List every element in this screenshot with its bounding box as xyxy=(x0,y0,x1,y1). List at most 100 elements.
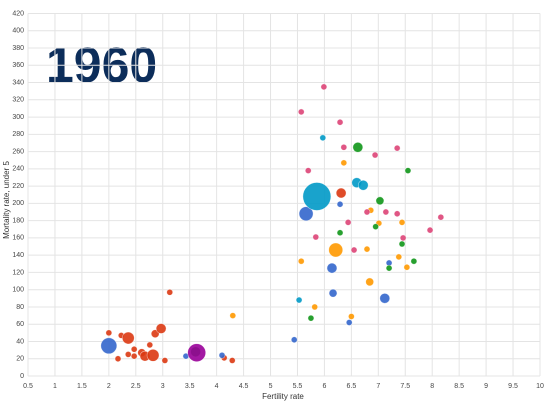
bubble xyxy=(121,331,135,345)
y-tick-label: 280 xyxy=(12,131,24,138)
bubble xyxy=(399,234,407,242)
bubble xyxy=(328,242,344,258)
x-tick-label: 0.5 xyxy=(23,383,33,390)
bubble xyxy=(114,355,122,363)
x-tick-label: 8 xyxy=(430,383,434,390)
bubble xyxy=(372,223,379,230)
y-tick-label: 400 xyxy=(12,28,24,35)
bubble xyxy=(363,245,371,253)
bubble xyxy=(410,257,418,265)
x-tick-label: 2 xyxy=(107,383,111,390)
bubble xyxy=(155,323,167,334)
x-tick-label: 7.5 xyxy=(400,383,410,390)
bubble xyxy=(393,144,401,152)
y-tick-label: 300 xyxy=(12,114,24,121)
bubble xyxy=(371,151,379,159)
bubble xyxy=(398,240,406,248)
bubble xyxy=(328,288,338,298)
y-tick-label: 340 xyxy=(12,79,24,86)
bubble xyxy=(365,277,374,287)
y-tick-label: 60 xyxy=(16,321,24,328)
y-tick-label: 420 xyxy=(12,10,24,17)
x-tick-label: 10 xyxy=(536,383,544,390)
bubble xyxy=(345,319,353,326)
bubble xyxy=(187,343,206,362)
bubble xyxy=(336,229,344,237)
bubble xyxy=(146,348,160,362)
bubble xyxy=(357,179,369,191)
bubble xyxy=(437,213,445,221)
bubble xyxy=(382,208,390,216)
y-tick-label: 320 xyxy=(12,97,24,104)
x-tick-label: 7 xyxy=(376,383,380,390)
bubble xyxy=(218,351,226,359)
bubble xyxy=(350,246,358,254)
bubble xyxy=(297,108,305,116)
bubble xyxy=(340,159,348,167)
bubble xyxy=(311,303,319,311)
y-tick-label: 380 xyxy=(12,45,24,52)
y-tick-label: 80 xyxy=(16,304,24,311)
bubble xyxy=(393,210,401,218)
bubble xyxy=(304,167,312,174)
x-tick-label: 2.5 xyxy=(131,383,141,390)
bubble xyxy=(403,263,411,271)
bubble xyxy=(336,118,344,126)
y-tick-label: 360 xyxy=(12,62,24,69)
bubble xyxy=(307,314,315,322)
x-tick-label: 9 xyxy=(484,383,488,390)
bubble xyxy=(295,296,303,304)
bubble xyxy=(298,206,314,222)
y-tick-label: 240 xyxy=(12,166,24,173)
bubble xyxy=(146,341,154,349)
bubble xyxy=(297,257,305,265)
bubble xyxy=(363,208,371,216)
bubble xyxy=(385,264,393,272)
bubble xyxy=(130,345,138,353)
x-tick-label: 6.5 xyxy=(347,383,357,390)
x-tick-label: 9.5 xyxy=(508,383,518,390)
y-tick-label: 200 xyxy=(12,200,24,207)
bubble xyxy=(130,352,138,360)
x-tick-label: 5.5 xyxy=(293,383,303,390)
bubble xyxy=(335,187,347,199)
x-tick-label: 1 xyxy=(53,383,57,390)
bubble xyxy=(395,253,403,261)
bubble xyxy=(398,219,406,226)
bubble xyxy=(348,313,355,320)
bubble xyxy=(229,312,237,319)
x-tick-label: 1.5 xyxy=(77,383,87,390)
y-tick-label: 120 xyxy=(12,269,24,276)
x-axis-label: Fertility rate xyxy=(262,392,304,401)
bubble xyxy=(290,336,298,344)
bubble xyxy=(404,167,412,174)
bubble xyxy=(319,134,327,142)
bubble xyxy=(166,288,174,296)
bubble xyxy=(105,329,113,337)
y-tick-label: 260 xyxy=(12,148,24,155)
bubble xyxy=(352,141,364,153)
bubble xyxy=(340,143,348,151)
y-tick-label: 40 xyxy=(16,338,24,345)
bubble xyxy=(326,262,338,274)
bubble xyxy=(375,196,385,206)
y-axis-label: Mortality rate, under 5 xyxy=(2,161,11,239)
bubble xyxy=(379,293,391,304)
x-tick-label: 5 xyxy=(269,383,273,390)
y-tick-label: 220 xyxy=(12,183,24,190)
bubble xyxy=(161,357,169,364)
y-tick-label: 140 xyxy=(12,252,24,259)
x-tick-label: 6 xyxy=(322,383,326,390)
bubble xyxy=(336,200,344,208)
bubble xyxy=(124,351,132,358)
y-tick-label: 100 xyxy=(12,287,24,294)
y-tick-label: 160 xyxy=(12,235,24,242)
bubble xyxy=(100,337,118,355)
x-tick-label: 3.5 xyxy=(185,383,195,390)
x-tick-label: 3 xyxy=(161,383,165,390)
bubble xyxy=(344,219,352,226)
bubble xyxy=(312,233,320,241)
x-tick-label: 4.5 xyxy=(239,383,249,390)
marks xyxy=(100,83,445,364)
